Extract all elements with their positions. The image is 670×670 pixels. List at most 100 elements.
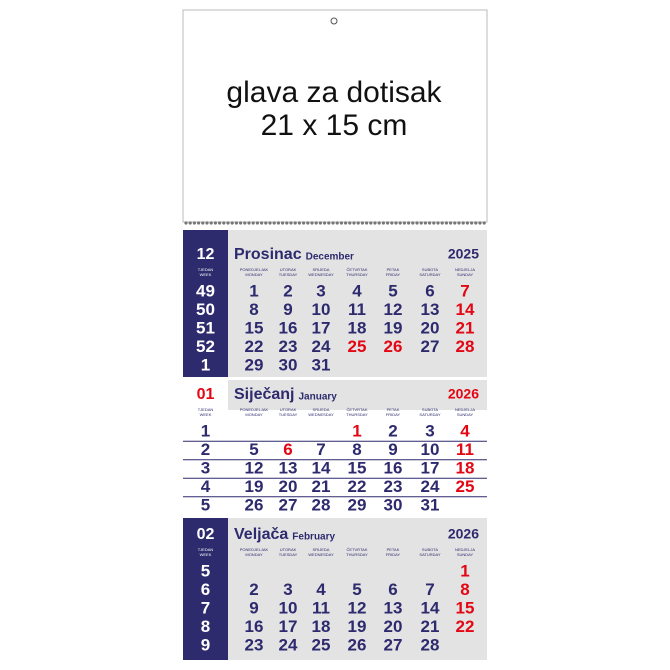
- day-header: ČETVRTAK: [347, 407, 368, 412]
- spiral-ring: [314, 221, 318, 225]
- spiral-ring: [453, 221, 457, 225]
- day: 19: [245, 477, 264, 496]
- spiral: [184, 221, 486, 225]
- spiral-ring: [474, 221, 478, 225]
- day: 13: [421, 300, 440, 319]
- day: 4: [316, 580, 326, 599]
- day: 29: [245, 355, 264, 374]
- day: 22: [348, 477, 367, 496]
- spiral-ring: [243, 221, 247, 225]
- week-number: 9: [201, 635, 210, 654]
- spiral-ring: [327, 221, 331, 225]
- day: 18: [456, 458, 475, 477]
- day: 20: [421, 318, 440, 337]
- week-number: 1: [201, 421, 210, 440]
- day-header: NEDJELJA: [455, 267, 475, 272]
- day-header-en: TUESDAY: [279, 552, 298, 557]
- day-header-en: MONDAY: [245, 272, 263, 277]
- spiral-ring: [369, 221, 373, 225]
- month-name-en: December: [306, 252, 354, 263]
- month-name-en: February: [292, 532, 335, 543]
- day: 25: [456, 477, 475, 496]
- header-title: glava za dotisak: [226, 76, 442, 109]
- spiral-ring: [352, 221, 356, 225]
- spiral-ring: [402, 221, 406, 225]
- day-header-en: WEDNESDAY: [308, 272, 334, 277]
- spiral-ring: [356, 221, 360, 225]
- day: 6: [388, 580, 397, 599]
- spiral-ring: [323, 221, 327, 225]
- day: 15: [456, 598, 475, 617]
- day: 14: [312, 458, 331, 477]
- spiral-ring: [234, 221, 238, 225]
- spiral-ring: [373, 221, 377, 225]
- day: 11: [312, 598, 330, 617]
- spiral-ring: [310, 221, 314, 225]
- day: 10: [312, 300, 331, 319]
- day-header: NEDJELJA: [455, 547, 475, 552]
- week-number: 5: [201, 561, 210, 580]
- day: 24: [421, 477, 440, 496]
- spiral-ring: [444, 221, 448, 225]
- spiral-ring: [239, 221, 243, 225]
- spiral-ring: [289, 221, 293, 225]
- spiral-ring: [457, 221, 461, 225]
- day: 21: [421, 617, 440, 636]
- day: 15: [348, 458, 367, 477]
- day: 10: [279, 598, 298, 617]
- month-name-en: January: [298, 392, 337, 403]
- spiral-ring: [386, 221, 390, 225]
- spiral-ring: [213, 221, 217, 225]
- month-number: 02: [197, 526, 215, 543]
- day-header: UTORAK: [280, 267, 297, 272]
- spiral-ring: [268, 221, 272, 225]
- day-header: PETAK: [387, 547, 400, 552]
- day: 30: [384, 495, 403, 514]
- day: 29: [348, 495, 367, 514]
- month-number: 01: [197, 386, 215, 403]
- spiral-ring: [344, 221, 348, 225]
- day-header-en: SUNDAY: [457, 412, 474, 417]
- spiral-ring: [461, 221, 465, 225]
- day: 9: [283, 300, 292, 319]
- day: 14: [421, 598, 440, 617]
- day: 14: [456, 300, 475, 319]
- day: 21: [456, 318, 475, 337]
- day: 28: [456, 337, 475, 356]
- spiral-ring: [407, 221, 411, 225]
- week-number: 7: [201, 598, 210, 617]
- week-number: 2: [201, 440, 210, 459]
- day: 20: [279, 477, 298, 496]
- day: 28: [312, 495, 331, 514]
- week-number: 6: [201, 580, 210, 599]
- day-header: SUBOTA: [422, 267, 438, 272]
- week-header-en: WEEK: [200, 272, 212, 277]
- day: 20: [384, 617, 403, 636]
- day: 25: [348, 337, 367, 356]
- month-header-band: [228, 380, 487, 410]
- spiral-ring: [297, 221, 301, 225]
- spiral-ring: [398, 221, 402, 225]
- day: 3: [316, 281, 325, 300]
- day: 4: [460, 421, 470, 440]
- day: 13: [279, 458, 298, 477]
- month-name: Prosinac: [234, 246, 302, 263]
- day-header: SRIJEDA: [313, 407, 330, 412]
- months: 12 Prosinac December 2025TJEDANWEEKPONEDJEL…: [183, 230, 487, 660]
- day: 1: [352, 421, 361, 440]
- day-header-en: FRIDAY: [386, 412, 401, 417]
- day: 3: [425, 421, 434, 440]
- header-panel: [182, 9, 488, 223]
- spiral-ring: [390, 221, 394, 225]
- spiral-ring: [260, 221, 264, 225]
- year: 2025: [448, 246, 479, 262]
- week-column: [183, 380, 228, 515]
- spiral-ring: [188, 221, 192, 225]
- day: 1: [249, 281, 258, 300]
- week-header: TJEDAN: [198, 407, 214, 412]
- week-number: 52: [196, 337, 215, 356]
- week-header-en: WEEK: [200, 412, 212, 417]
- day: 2: [388, 421, 397, 440]
- day: 15: [245, 318, 264, 337]
- day-header-en: WEDNESDAY: [308, 552, 334, 557]
